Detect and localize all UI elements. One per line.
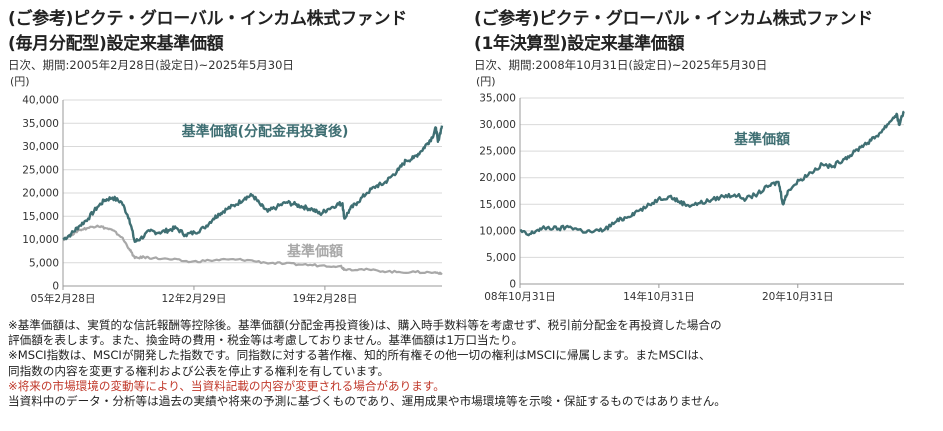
y-tick-label: 25,000 (479, 146, 516, 158)
chart-subtitle: (1年決算型)設定来基準価額 (474, 34, 685, 54)
y-unit-label: (円) (10, 75, 30, 88)
y-tick-label: 15,000 (22, 211, 59, 223)
y-tick-label: 0 (509, 279, 516, 291)
y-tick-label: 5,000 (29, 257, 59, 269)
note-line: ※基準価額は、実質的な信託報酬等控除後。基準価額(分配金再投資後)は、購入時手数… (8, 318, 722, 332)
note-line-warning: ※将来の市場環境の変動等により、当資料記載の内容が変更される場合があります。 (8, 378, 445, 393)
y-tick-label: 10,000 (479, 225, 516, 237)
y-unit-label: (円) (476, 75, 496, 88)
chart-subtitle: (毎月分配型)設定来基準価額 (8, 34, 224, 54)
y-tick-label: 25,000 (22, 164, 59, 176)
y-tick-label: 20,000 (22, 188, 59, 200)
series-label: 基準価額(分配金再投資後) (182, 123, 349, 140)
y-tick-label: 40,000 (22, 95, 59, 107)
series-line (62, 125, 444, 243)
y-tick-label: 35,000 (22, 118, 59, 130)
note-line: ※MSCI指数は、MSCIが開発した指数です。同指数に対する著作権、知的所有権そ… (8, 348, 711, 363)
line-chart-annual: 35,000 30,000 25,000 20,000 15,000 10,000 5,00… (479, 93, 905, 303)
x-tick-label: 14年10月31日 (623, 290, 695, 303)
note-line: 同指数の内容を変更する権利および公表を停止する権利を有しています。 (8, 363, 390, 378)
y-tick-label: 0 (52, 281, 59, 293)
y-tick-label: 15,000 (479, 199, 516, 211)
note-line: 当資料中のデータ・分析等は過去の実績や将来の予測に基づくものであり、運用成果や市… (8, 393, 726, 408)
footnotes: ※基準価額は、実質的な信託報酬等控除後。基準価額(分配金再投資後)は、購入時手数… (8, 318, 938, 409)
series-line (519, 110, 905, 237)
y-tick-label: 5,000 (486, 252, 516, 264)
x-tick-label: 19年2月28日 (292, 292, 357, 305)
chart-title: (ご参考)ピクテ・グローバル・インカム株式ファンド (8, 9, 407, 29)
chart-period: 日次、期間:2005年2月28日(設定日)~2025年5月30日 (8, 58, 294, 72)
y-tick-label: 20,000 (479, 172, 516, 184)
note-line: 評価額を表します。また、換金時の費用・税金等は考慮しておりません。基準価額は1万… (8, 333, 524, 348)
series-label: 基準価額 (734, 131, 790, 148)
chart-title: (ご参考)ピクテ・グローバル・インカム株式ファンド (474, 9, 873, 29)
y-tick-label: 10,000 (22, 234, 59, 246)
line-chart-monthly: 40,000 35,000 30,000 25,000 20,000 15,000 10,0… (22, 95, 444, 305)
x-tick-label: 12年2月29日 (161, 292, 226, 305)
x-tick-label: 05年2月28日 (31, 292, 96, 305)
y-tick-label: 35,000 (479, 93, 516, 105)
x-tick-label: 20年10月31日 (762, 290, 834, 303)
series-label: 基準価額 (287, 243, 343, 260)
x-tick-label: 08年10月31日 (484, 290, 556, 303)
series-line (62, 224, 443, 275)
y-tick-label: 30,000 (479, 119, 516, 131)
chart-period: 日次、期間:2008年10月31日(設定日)~2025年5月30日 (474, 58, 768, 72)
y-tick-label: 30,000 (22, 141, 59, 153)
